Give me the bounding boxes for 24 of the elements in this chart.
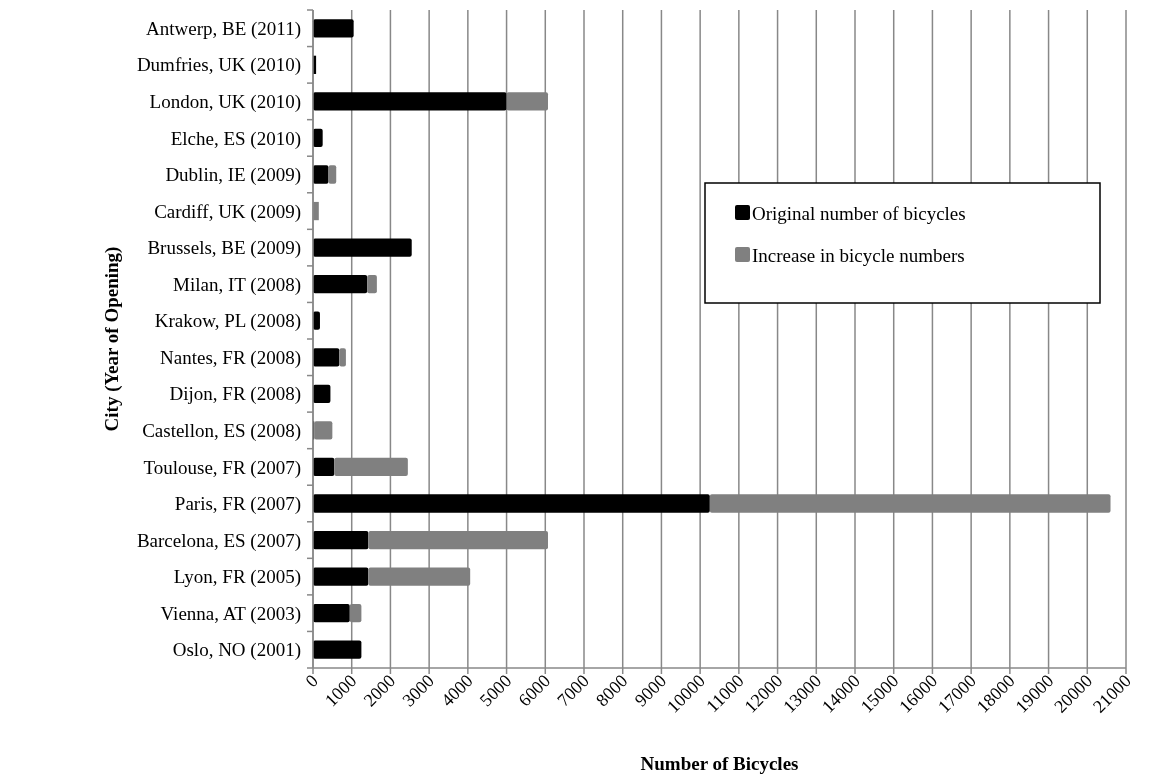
y-tick-label: Elche, ES (2010) — [170, 127, 301, 150]
y-tick-label: Antwerp, BE (2011) — [146, 17, 301, 40]
y-tick-label: Krakow, PL (2008) — [154, 310, 301, 333]
y-tick-label: Castellon, ES (2008) — [142, 420, 301, 443]
y-tick-label: Dublin, IE (2009) — [165, 164, 301, 187]
y-tick-label: Cardiff, UK (2009) — [154, 200, 301, 223]
y-tick-label: Paris, FR (2007) — [174, 493, 301, 516]
y-tick-label: Vienna, AT (2003) — [160, 602, 301, 625]
x-tick-label: 0 — [301, 670, 322, 692]
x-tick-label: 4000 — [437, 670, 477, 711]
y-tick-label: Brussels, BE (2009) — [147, 237, 301, 260]
y-tick-label: London, UK (2010) — [149, 91, 301, 114]
legend-label: Original number of bicycles — [752, 202, 966, 224]
legend-label: Increase in bicycle numbers — [752, 244, 965, 266]
x-axis-title: Number of Bicycles — [640, 753, 799, 774]
y-axis-title: City (Year of Opening) — [101, 246, 123, 432]
y-tick-label: Oslo, NO (2001) — [172, 639, 301, 662]
y-tick-label: Dumfries, UK (2010) — [136, 54, 301, 77]
y-tick-label: Toulouse, FR (2007) — [143, 456, 301, 479]
y-tick-label: Dijon, FR (2008) — [169, 383, 301, 406]
y-tick-label: Barcelona, ES (2007) — [136, 529, 301, 552]
y-tick-label: Lyon, FR (2005) — [173, 566, 301, 589]
y-tick-label: Milan, IT (2008) — [173, 273, 301, 296]
y-tick-label: Nantes, FR (2008) — [160, 346, 301, 369]
